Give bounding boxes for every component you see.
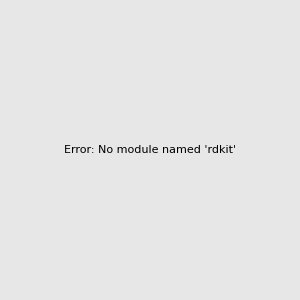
Text: Error: No module named 'rdkit': Error: No module named 'rdkit'	[64, 145, 236, 155]
